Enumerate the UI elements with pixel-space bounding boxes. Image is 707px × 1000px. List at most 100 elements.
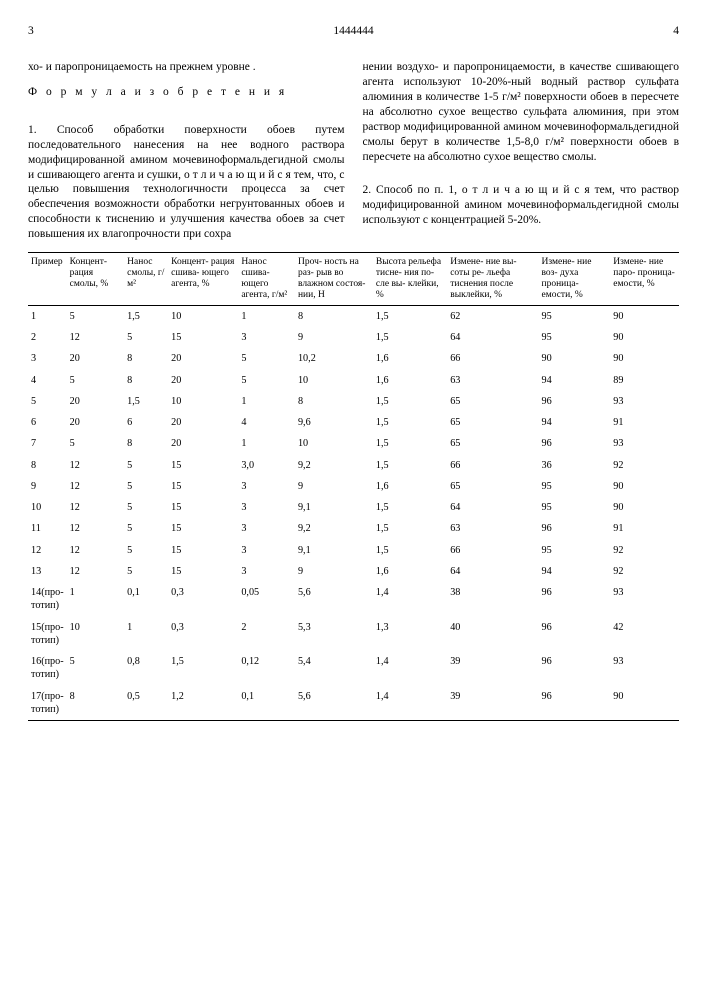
table-cell: 65 [447, 412, 538, 433]
table-row: 320820510,21,6669090 [28, 348, 679, 369]
table-cell: 96 [538, 518, 610, 539]
table-cell: 0,3 [168, 582, 238, 617]
table-cell: 6 [124, 412, 168, 433]
col-header: Измене- ние паро- проница- емости, % [610, 253, 679, 306]
table-cell: 3 [238, 561, 295, 582]
table-cell: 1,5 [373, 412, 447, 433]
col-header: Измене- ние воз- духа проница- емости, % [538, 253, 610, 306]
table-cell: 95 [538, 305, 610, 327]
table-row: 15(про- тотип)1010,325,31,3409642 [28, 617, 679, 652]
table-cell: 15 [168, 455, 238, 476]
table-cell: 92 [610, 561, 679, 582]
table-cell: 17(про- тотип) [28, 686, 67, 721]
col-header: Проч- ность на раз- рыв во влажном состо… [295, 253, 373, 306]
table-cell: 20 [67, 391, 125, 412]
table-cell: 1,6 [373, 348, 447, 369]
table-cell: 1,6 [373, 476, 447, 497]
header: 3 1444444 4 [28, 24, 679, 39]
claim-1-left: 1. Способ обработки поверхности обоев пу… [28, 124, 345, 241]
table-cell: 2 [28, 327, 67, 348]
table-cell: 15 [168, 540, 238, 561]
table-cell: 96 [538, 686, 610, 721]
table-cell: 90 [610, 476, 679, 497]
table-cell: 95 [538, 327, 610, 348]
table-cell: 11 [28, 518, 67, 539]
table-cell: 1 [124, 617, 168, 652]
table-cell: 1,5 [373, 391, 447, 412]
table-cell: 10,2 [295, 348, 373, 369]
table-cell: 12 [28, 540, 67, 561]
table-cell: 90 [610, 327, 679, 348]
table-cell: 3 [238, 497, 295, 518]
table-cell: 3 [28, 348, 67, 369]
table-cell: 10 [67, 617, 125, 652]
table-cell: 1,5 [124, 305, 168, 327]
table-row: 62062049,61,5659491 [28, 412, 679, 433]
table-cell: 9 [295, 327, 373, 348]
table-cell: 64 [447, 327, 538, 348]
table-cell: 93 [610, 651, 679, 686]
table-cell: 5 [28, 391, 67, 412]
table-cell: 64 [447, 561, 538, 582]
table-cell: 9,2 [295, 518, 373, 539]
table-cell: 1,4 [373, 582, 447, 617]
table-cell: 5 [124, 476, 168, 497]
table-cell: 13 [28, 561, 67, 582]
table-cell: 96 [538, 582, 610, 617]
table-cell: 96 [538, 617, 610, 652]
table-cell: 0,05 [238, 582, 295, 617]
table-cell: 5 [124, 497, 168, 518]
table-cell: 64 [447, 497, 538, 518]
table-row: 151,510181,5629590 [28, 305, 679, 327]
table-cell: 0,3 [168, 617, 238, 652]
table-cell: 1,2 [168, 686, 238, 721]
table-cell: 3 [238, 476, 295, 497]
table-cell: 5 [67, 651, 125, 686]
table-cell: 96 [538, 651, 610, 686]
table-cell: 1 [238, 305, 295, 327]
table-cell: 10 [28, 497, 67, 518]
table-cell: 3 [238, 518, 295, 539]
table-cell: 20 [168, 348, 238, 369]
claim-2: 2. Способ по п. 1, о т л и ч а ю щ и й с… [363, 184, 680, 226]
table-cell: 65 [447, 476, 538, 497]
table-cell: 66 [447, 348, 538, 369]
left-column: хо- и паропроницаемость на прежнем уровн… [28, 45, 345, 242]
table-cell: 15(про- тотип) [28, 617, 67, 652]
col-header: Нанос сшива- ющего агента, г/м² [238, 253, 295, 306]
table-cell: 12 [67, 540, 125, 561]
table-cell: 5 [67, 305, 125, 327]
table-cell: 20 [168, 433, 238, 454]
text-columns: хо- и паропроницаемость на прежнем уровн… [28, 45, 679, 242]
table-cell: 3 [238, 327, 295, 348]
table-cell: 1,5 [373, 518, 447, 539]
table-row: 758201101,5659693 [28, 433, 679, 454]
page-number-right: 4 [673, 24, 679, 39]
table-cell: 14(про- тотип) [28, 582, 67, 617]
table-cell: 9,1 [295, 540, 373, 561]
table-cell: 1 [238, 391, 295, 412]
table-cell: 66 [447, 455, 538, 476]
table-cell: 12 [67, 455, 125, 476]
table-cell: 9 [295, 476, 373, 497]
table-cell: 20 [168, 370, 238, 391]
table-cell: 15 [168, 497, 238, 518]
table-cell: 1,5 [373, 455, 447, 476]
table-cell: 20 [67, 348, 125, 369]
table-cell: 12 [67, 561, 125, 582]
right-column: нении воздухо- и паропроницаемости, в ка… [363, 45, 680, 242]
table-row: 1312515391,6649492 [28, 561, 679, 582]
col-header: Измене- ние вы- соты ре- льефа тиснения … [447, 253, 538, 306]
table-cell: 4 [28, 370, 67, 391]
table-cell: 20 [168, 412, 238, 433]
table-cell: 10 [168, 305, 238, 327]
table-cell: 5,6 [295, 686, 373, 721]
table-cell: 5,3 [295, 617, 373, 652]
table-cell: 90 [610, 348, 679, 369]
table-cell: 90 [610, 686, 679, 721]
table-cell: 92 [610, 455, 679, 476]
table-cell: 94 [538, 561, 610, 582]
data-table: Пример Концент- рация смолы, % Нанос смо… [28, 252, 679, 721]
table-cell: 91 [610, 518, 679, 539]
table-cell: 9 [28, 476, 67, 497]
